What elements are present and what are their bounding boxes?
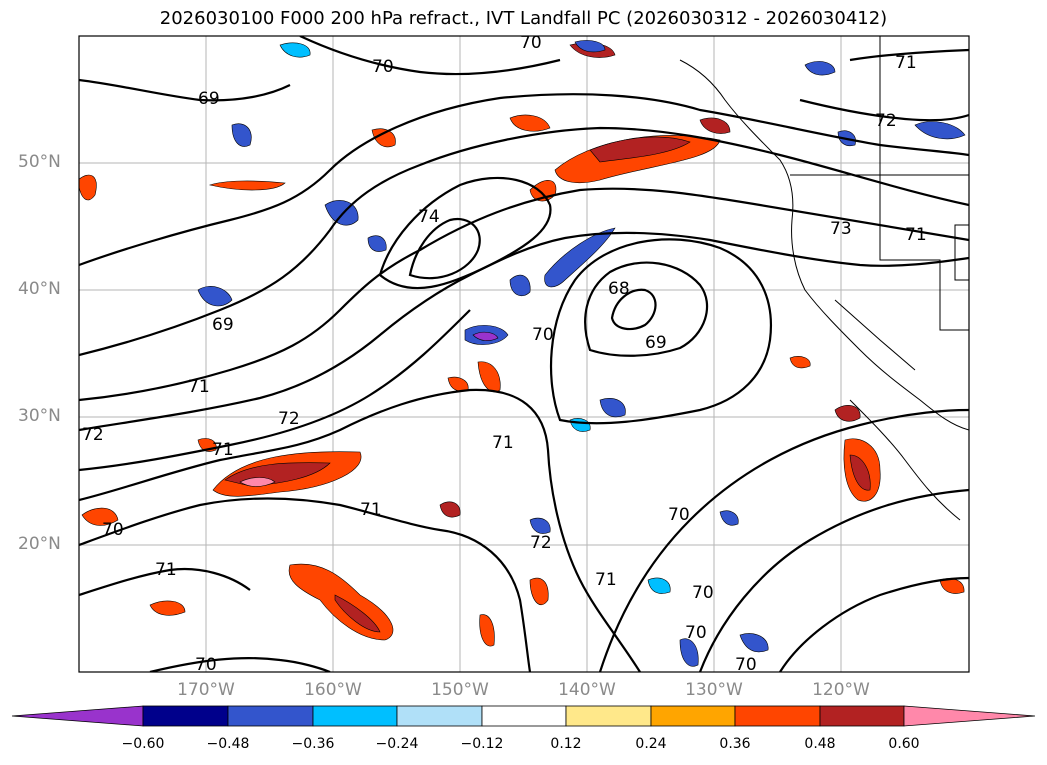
lat-label: 20°N xyxy=(18,534,61,554)
contour-label: 71 xyxy=(595,570,617,590)
lon-label: 130°W xyxy=(685,680,743,700)
contour-label: 71 xyxy=(155,560,177,580)
colorbar-tick-label: −0.24 xyxy=(375,736,419,752)
contour-label: 73 xyxy=(830,219,852,239)
lon-label: 170°W xyxy=(177,680,235,700)
contour-label: 72 xyxy=(278,409,300,429)
lon-label: 150°W xyxy=(431,680,489,700)
colorbar-segment xyxy=(227,705,314,727)
positive-anomaly-fill xyxy=(79,42,965,647)
colorbar-segment xyxy=(481,705,567,727)
contour-label: 69 xyxy=(645,333,667,353)
contour-label: 70 xyxy=(102,520,124,540)
negative-anomaly-fill xyxy=(197,40,966,667)
colorbar-segment xyxy=(142,705,229,727)
contour-label: 70 xyxy=(520,33,542,53)
gridlines xyxy=(79,36,969,672)
lat-label: 40°N xyxy=(18,279,61,299)
contour-label: 72 xyxy=(875,111,897,131)
colorbar-min-extend xyxy=(11,705,144,727)
colorbar-segment xyxy=(312,705,398,727)
colorbar-tick-label: 0.48 xyxy=(804,736,836,752)
colorbar-tick-label: 0.24 xyxy=(635,736,667,752)
colorbar-max-extend xyxy=(903,705,1036,727)
map-frame xyxy=(78,35,970,673)
colorbar-segment xyxy=(565,705,652,727)
contour-label: 71 xyxy=(360,500,382,520)
colorbar-tick-label: 0.60 xyxy=(888,736,920,752)
map-plot-area xyxy=(79,36,969,672)
contour-label: 70 xyxy=(735,655,757,675)
contour-label: 71 xyxy=(895,53,917,73)
colorbar-segment xyxy=(819,705,905,727)
colorbar xyxy=(11,705,1036,727)
contour-label: 72 xyxy=(82,425,104,445)
contour-labels: 70 70 69 71 72 74 73 71 68 70 69 69 71 7… xyxy=(82,33,927,675)
colorbar-tick-label: −0.12 xyxy=(460,736,504,752)
contour-label: 70 xyxy=(195,655,217,675)
lon-label: 160°W xyxy=(304,680,362,700)
lon-label: 140°W xyxy=(558,680,616,700)
colorbar-tick-label: −0.60 xyxy=(121,736,165,752)
colorbar-tick-label: −0.36 xyxy=(291,736,335,752)
contour-label: 70 xyxy=(532,325,554,345)
colorbar-segment xyxy=(734,705,821,727)
contour-label: 70 xyxy=(692,583,714,603)
contour-label: 71 xyxy=(905,225,927,245)
colorbar-tick-label: 0.12 xyxy=(550,736,582,752)
lat-label: 30°N xyxy=(18,406,61,426)
contour-label: 72 xyxy=(530,533,552,553)
contour-label: 70 xyxy=(668,505,690,525)
coastlines xyxy=(679,36,969,521)
contour-label: 71 xyxy=(212,440,234,460)
lat-label: 50°N xyxy=(18,152,61,172)
contour-label: 70 xyxy=(372,57,394,77)
map-title: 2026030100 F000 200 hPa refract., IVT La… xyxy=(159,8,888,29)
lon-label: 120°W xyxy=(812,680,870,700)
contour-label: 70 xyxy=(685,623,707,643)
colorbar-tick-label: −0.48 xyxy=(206,736,250,752)
contour-label: 68 xyxy=(608,279,630,299)
contour-label: 69 xyxy=(198,89,220,109)
colorbar-tick-label: 0.36 xyxy=(719,736,751,752)
contour-label: 71 xyxy=(188,377,210,397)
contour-label: 74 xyxy=(418,207,440,227)
contour-label: 69 xyxy=(212,315,234,335)
colorbar-segment xyxy=(396,705,483,727)
colorbar-segment xyxy=(650,705,736,727)
refractivity-contours xyxy=(79,36,969,672)
contour-label: 71 xyxy=(492,433,514,453)
